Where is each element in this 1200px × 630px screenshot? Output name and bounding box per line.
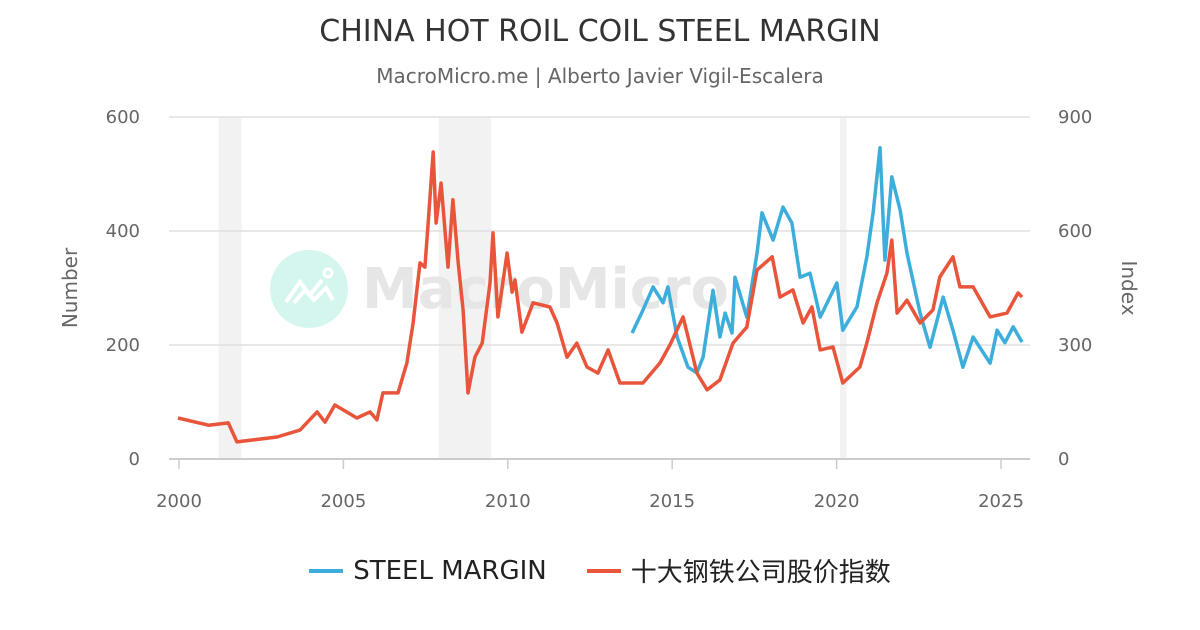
x-tick: 2005 [320, 491, 366, 512]
y-right-tick: 300 [1058, 335, 1092, 356]
x-tick: 2000 [156, 491, 202, 512]
recession-band [438, 117, 492, 459]
chart-title: CHINA HOT ROIL COIL STEEL MARGIN [319, 14, 881, 49]
y-left-tick: 600 [106, 107, 140, 128]
x-tick: 2015 [649, 491, 695, 512]
x-tick: 2025 [978, 491, 1024, 512]
chart-subtitle: MacroMicro.me | Alberto Javier Vigil-Esc… [376, 64, 824, 88]
y-right-tick: 900 [1058, 107, 1092, 128]
y-right-tick: 600 [1058, 221, 1092, 242]
y-left-tick: 200 [106, 335, 140, 356]
y-left-tick: 0 [129, 449, 140, 470]
y-left-label: Number [58, 247, 82, 328]
legend-swatch [586, 568, 621, 573]
x-tick: 2020 [814, 491, 860, 512]
legend-item-steel-margin[interactable]: STEEL MARGIN [309, 552, 547, 589]
y-right-label: Index [1117, 260, 1141, 315]
legend-swatch [309, 568, 344, 573]
y-right-tick: 0 [1058, 449, 1069, 470]
legend: STEEL MARGIN 十大钢铁公司股价指数 [0, 552, 1200, 589]
recession-band [218, 117, 242, 459]
x-tick: 2010 [485, 491, 531, 512]
recession-band [839, 117, 847, 459]
legend-item-steel-index[interactable]: 十大钢铁公司股价指数 [586, 552, 891, 589]
steel-index-line [177, 150, 1024, 444]
y-left-tick: 400 [106, 221, 140, 242]
